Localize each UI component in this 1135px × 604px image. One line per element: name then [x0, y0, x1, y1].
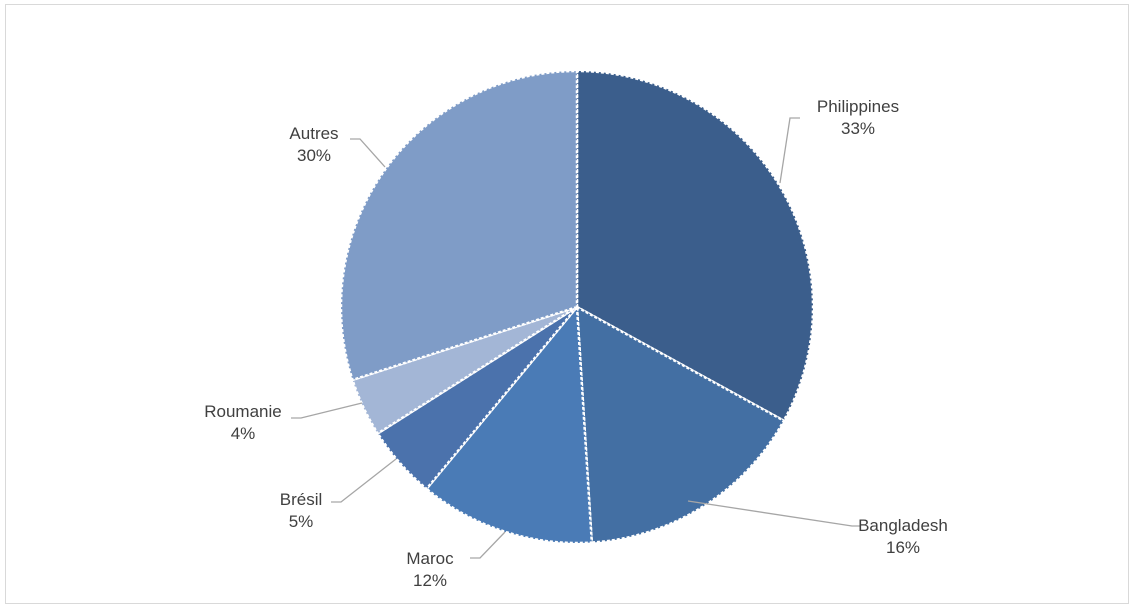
leader-line-maroc: [470, 531, 506, 559]
slice-labels: Philippines 33% Bangladesh 16% Maroc 12% Brési…: [204, 97, 948, 590]
pie-slice-autres: [339, 69, 579, 382]
leader-line-philippines: [779, 117, 800, 184]
slice-percent-maroc: 12%: [413, 571, 447, 590]
leader-lines: [291, 117, 860, 559]
slice-label-autres: Autres: [289, 124, 338, 143]
slice-label-roumanie: Roumanie: [204, 402, 282, 421]
slice-label-philippines: Philippines: [817, 97, 899, 116]
pie-slice-philippines: [575, 69, 815, 423]
leader-line-roumanie: [291, 402, 363, 419]
slice-label-maroc: Maroc: [406, 549, 454, 568]
slice-percent-bangladesh: 16%: [886, 538, 920, 557]
slice-label-br-sil: Brésil: [280, 490, 323, 509]
slice-percent-philippines: 33%: [841, 119, 875, 138]
leader-line-autres: [350, 138, 386, 168]
pie-slice-bangladesh: [575, 304, 786, 544]
slice-percent-br-sil: 5%: [289, 512, 314, 531]
slice-label-bangladesh: Bangladesh: [858, 516, 948, 535]
leader-line-bangladesh: [687, 500, 860, 527]
slice-percent-roumanie: 4%: [231, 424, 256, 443]
pie-slices: [339, 69, 815, 545]
leader-line-br-sil: [331, 458, 397, 503]
slice-percent-autres: 30%: [297, 146, 331, 165]
pie-slice-maroc: [424, 303, 594, 545]
